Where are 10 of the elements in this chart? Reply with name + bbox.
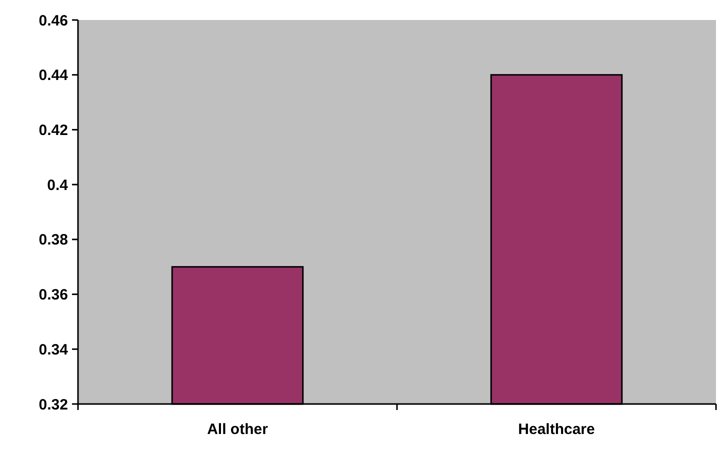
x-tick-label: Healthcare — [518, 421, 595, 438]
x-tick-label: All other — [207, 421, 268, 438]
y-tick-label: 0.46 — [38, 12, 68, 30]
y-tick-label: 0.42 — [38, 122, 68, 139]
y-tick-label: 0.38 — [38, 232, 68, 249]
y-tick-label: 0.36 — [38, 286, 68, 304]
y-tick-label: 0.32 — [38, 396, 68, 414]
y-tick-label: 0.34 — [38, 341, 69, 358]
y-tick-label: 0.44 — [38, 67, 69, 84]
y-tick-label: 0.4 — [47, 176, 69, 194]
